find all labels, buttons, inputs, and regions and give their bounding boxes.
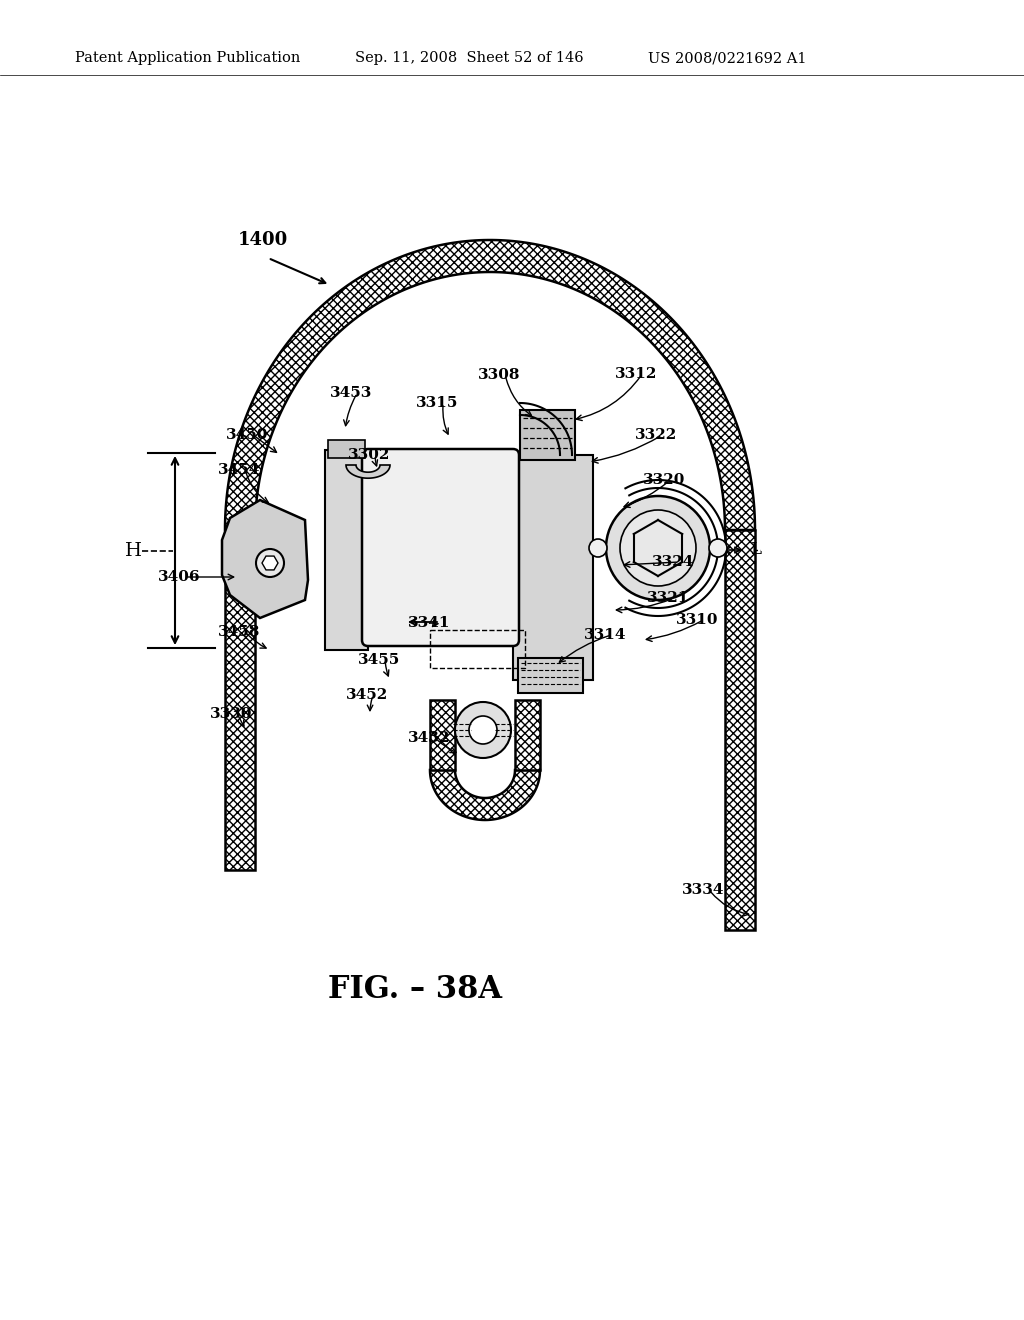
Text: 3315: 3315	[416, 396, 459, 411]
Text: US 2008/0221692 A1: US 2008/0221692 A1	[648, 51, 807, 65]
Text: 3324: 3324	[652, 554, 694, 569]
Circle shape	[589, 539, 607, 557]
Text: 3450: 3450	[226, 428, 268, 442]
Text: L: L	[750, 541, 761, 558]
Polygon shape	[225, 531, 255, 870]
Text: 3458: 3458	[218, 624, 260, 639]
Bar	[328, 440, 365, 458]
Text: 3322: 3322	[635, 428, 677, 442]
Bar	[520, 411, 575, 459]
Text: FIG. – 38A: FIG. – 38A	[328, 974, 502, 1006]
Text: 3302: 3302	[348, 447, 390, 462]
Polygon shape	[225, 240, 755, 531]
Bar	[513, 455, 593, 680]
Text: 3308: 3308	[478, 368, 520, 381]
Bar	[430, 630, 525, 668]
Bar	[325, 450, 368, 649]
Text: Patent Application Publication: Patent Application Publication	[75, 51, 300, 65]
Text: 3321: 3321	[647, 591, 689, 605]
Text: 3310: 3310	[676, 612, 719, 627]
Text: 3453: 3453	[330, 385, 373, 400]
Text: 3454: 3454	[218, 463, 260, 477]
Polygon shape	[430, 770, 540, 820]
Polygon shape	[515, 700, 540, 770]
Text: H: H	[125, 541, 142, 560]
Text: 3314: 3314	[584, 628, 627, 642]
Text: 3330: 3330	[210, 708, 253, 721]
Text: 3432: 3432	[408, 731, 451, 744]
Text: 3334: 3334	[682, 883, 725, 898]
Polygon shape	[430, 700, 455, 770]
Polygon shape	[262, 556, 278, 570]
Circle shape	[455, 702, 511, 758]
Text: 3406: 3406	[158, 570, 201, 583]
Text: 1400: 1400	[238, 231, 288, 249]
Circle shape	[709, 539, 727, 557]
Polygon shape	[725, 531, 755, 931]
Circle shape	[620, 510, 696, 586]
Text: 3312: 3312	[615, 367, 657, 381]
Text: 3455: 3455	[358, 653, 400, 667]
FancyBboxPatch shape	[362, 449, 519, 645]
Text: Sep. 11, 2008  Sheet 52 of 146: Sep. 11, 2008 Sheet 52 of 146	[355, 51, 584, 65]
Circle shape	[256, 549, 284, 577]
Text: 3320: 3320	[643, 473, 685, 487]
Polygon shape	[222, 500, 308, 618]
Bar	[518, 657, 583, 693]
Circle shape	[606, 496, 710, 601]
Text: 3452: 3452	[346, 688, 388, 702]
Polygon shape	[346, 465, 390, 478]
Circle shape	[469, 715, 497, 744]
Text: 3341: 3341	[408, 616, 451, 630]
